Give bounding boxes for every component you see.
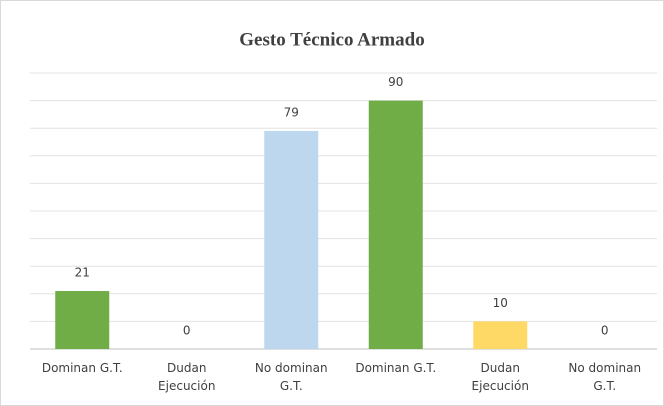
bar	[368, 100, 423, 349]
data-label: 0	[183, 324, 191, 338]
data-label: 79	[284, 105, 299, 119]
x-tick-label: Dudan Ejecución	[471, 361, 529, 393]
data-label: 21	[75, 266, 90, 280]
data-label: 10	[493, 296, 508, 310]
bar	[264, 130, 319, 349]
x-tick-label: No dominan G.T.	[254, 361, 328, 393]
x-tick-label: No dominan G.T.	[568, 361, 642, 393]
x-tick-label: Dominan G.T.	[355, 361, 437, 375]
x-tick-label: Dominan G.T.	[41, 361, 123, 375]
chart-title: Gesto Técnico Armado	[239, 29, 424, 50]
data-label: 90	[388, 75, 403, 89]
bar	[473, 321, 528, 349]
x-tick-label: Dudan Ejecución	[158, 361, 216, 393]
data-label: 0	[601, 324, 609, 338]
bar	[55, 291, 110, 349]
